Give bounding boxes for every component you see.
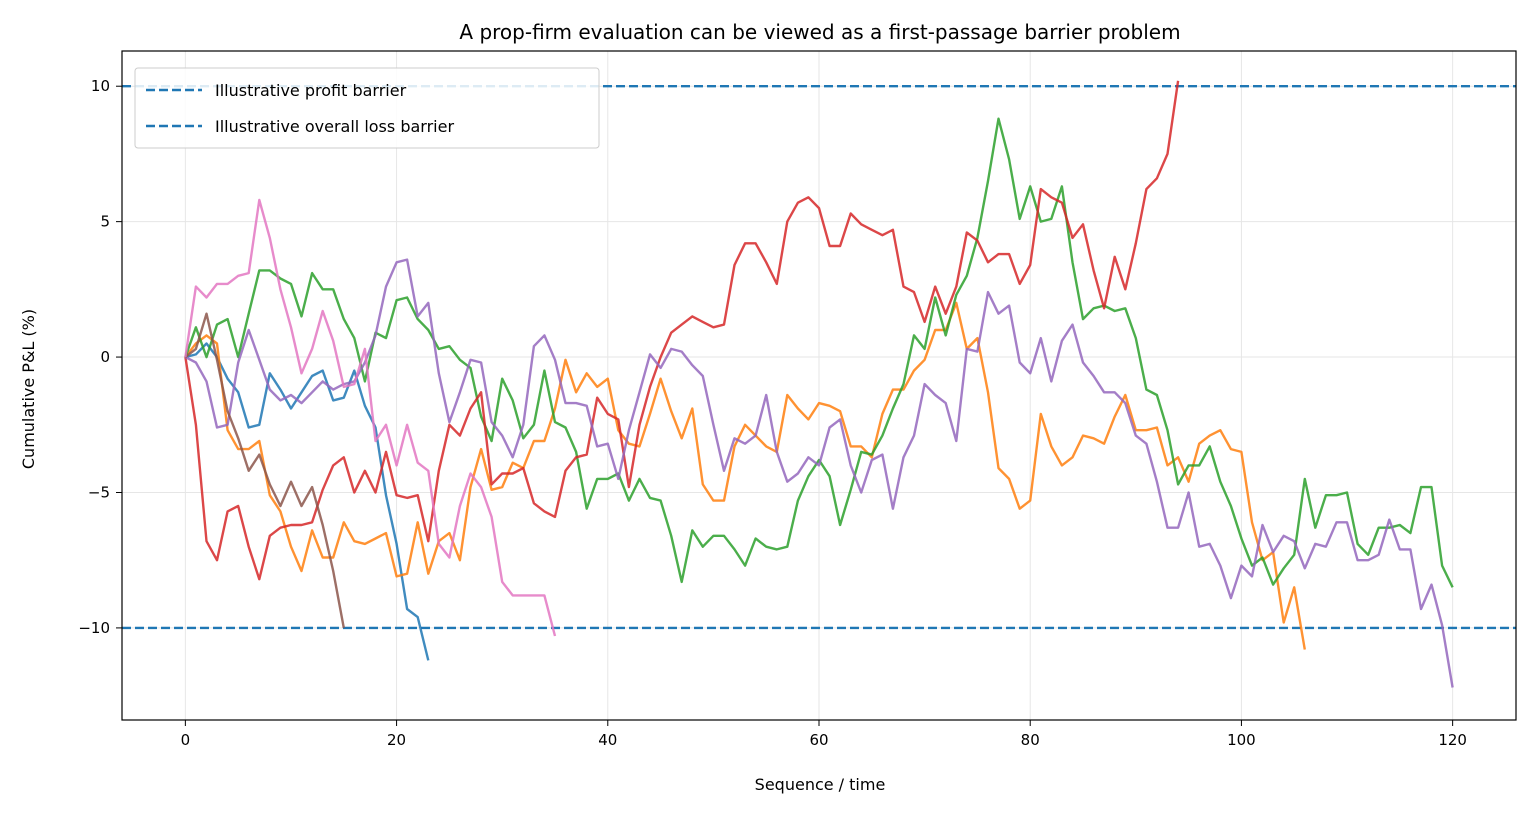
- x-tick-label: 80: [1021, 731, 1040, 749]
- x-tick-label: 100: [1227, 731, 1256, 749]
- x-tick-label: 120: [1438, 731, 1467, 749]
- legend-frame: [134, 67, 600, 149]
- y-axis: −10 −5 0 5 10: [78, 77, 122, 637]
- legend-label-profit-barrier: Illustrative profit barrier: [215, 81, 407, 100]
- series-line-4: [184, 80, 1180, 581]
- barriers: [122, 85, 1516, 630]
- y-tick-label: 10: [91, 77, 110, 95]
- y-tick-label: 5: [100, 213, 110, 231]
- x-tick-label: 20: [387, 731, 406, 749]
- series-group: [184, 80, 1454, 688]
- x-tick-label: 0: [181, 731, 191, 749]
- y-axis-label: Cumulative P&L (%): [19, 309, 38, 469]
- x-axis: 0 20 40 60 80 100 120: [181, 720, 1467, 749]
- legend-label-loss-barrier: Illustrative overall loss barrier: [215, 117, 454, 136]
- series-line-1: [185, 342, 430, 661]
- series-line-7: [184, 198, 557, 637]
- chart-title: A prop-firm evaluation can be viewed as …: [459, 20, 1180, 44]
- series-line-6: [184, 312, 345, 629]
- y-tick-label: −5: [88, 483, 110, 501]
- x-axis-label: Sequence / time: [755, 775, 886, 794]
- x-tick-label: 40: [598, 731, 617, 749]
- series-line-2: [184, 301, 1306, 650]
- series-line-3: [184, 117, 1454, 588]
- y-tick-label: 0: [100, 348, 110, 366]
- legend: Illustrative profit barrier Illustrative…: [134, 67, 600, 149]
- plot-area: [122, 80, 1516, 688]
- x-tick-label: 60: [809, 731, 828, 749]
- y-tick-label: −10: [78, 619, 110, 637]
- series-line-5: [184, 258, 1454, 688]
